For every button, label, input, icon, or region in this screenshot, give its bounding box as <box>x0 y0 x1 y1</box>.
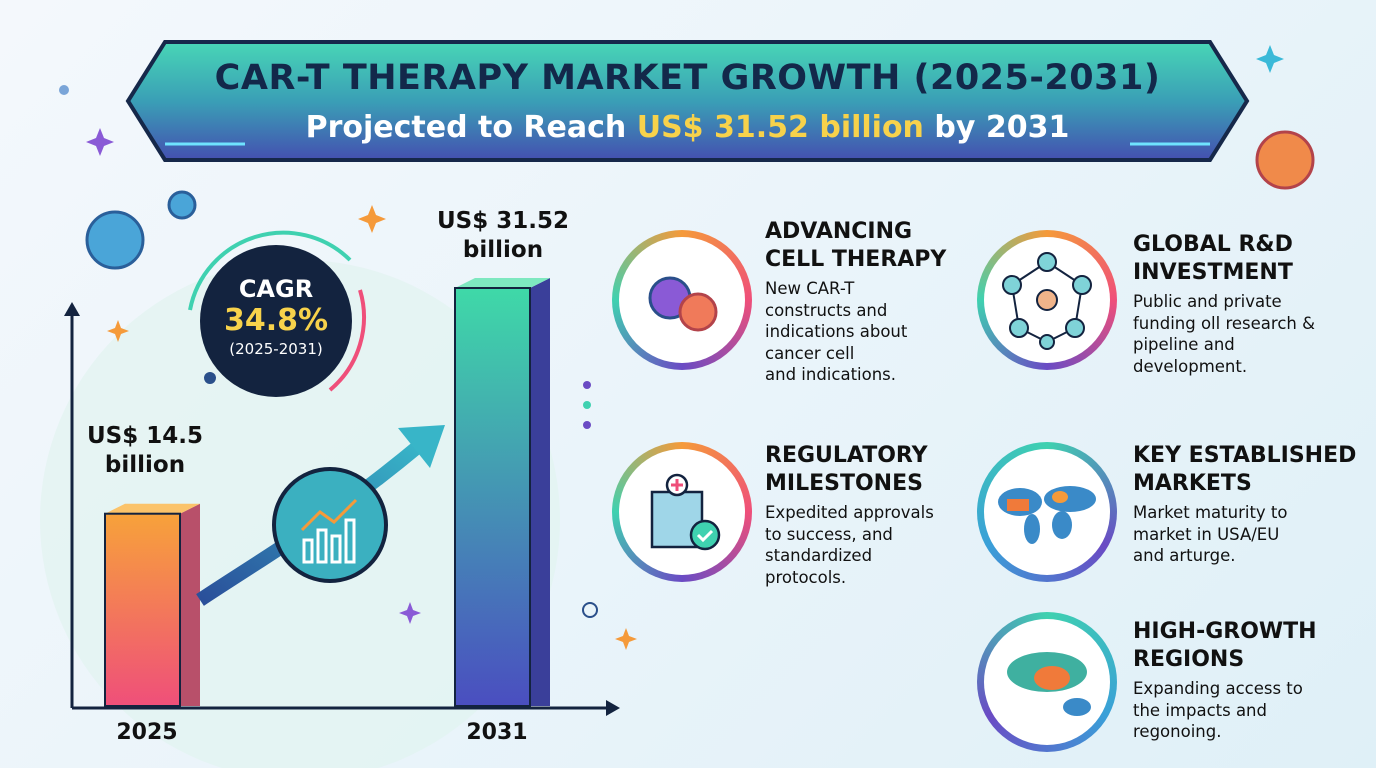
world-map-icon <box>977 442 1117 582</box>
research-network-icon <box>977 230 1117 370</box>
growth-chart-icon <box>272 467 388 583</box>
body-line: New CAR-T <box>765 279 855 298</box>
feature-body: New CAR-T constructs and indications about… <box>765 278 1005 386</box>
page-subtitle: Projected to Reach US$ 31.52 billion by … <box>125 110 1250 145</box>
feature-title: REGULATORY MILESTONES <box>765 442 1005 498</box>
cagr-badge: CAGR 34.8% (2025-2031) <box>200 245 352 397</box>
x-tick-2025: 2025 <box>116 720 178 745</box>
feature-body: Public and private funding oll research &… <box>1133 291 1373 377</box>
body-line: Expedited approvals <box>765 503 934 522</box>
body-line: Expanding access to <box>1133 679 1303 698</box>
growth-arrow-head <box>398 425 445 468</box>
bar-2031 <box>454 287 531 707</box>
cagr-value: 34.8% <box>223 303 329 338</box>
title-line: MARKETS <box>1133 471 1252 496</box>
feature-global-rnd-investment: GLOBAL R&D INVESTMENT Public and private fu… <box>1133 231 1373 377</box>
trend-chart-icon <box>300 498 358 564</box>
bar-2025 <box>104 512 181 708</box>
cagr-label: CAGR <box>238 275 314 303</box>
feature-body: Market maturity to market in USA/EU and ar… <box>1133 502 1373 567</box>
y-axis-arrow <box>64 302 80 316</box>
body-line: Market maturity to <box>1133 503 1288 522</box>
subtitle-prefix: Projected to Reach <box>305 110 627 145</box>
subtitle-highlight: US$ 31.52 billion <box>636 110 924 145</box>
feature-title: KEY ESTABLISHED MARKETS <box>1133 442 1373 498</box>
title-line: CELL THERAPY <box>765 247 947 272</box>
bar-label-unit: billion <box>462 237 544 263</box>
title-line: MILESTONES <box>765 471 923 496</box>
feature-body: Expanding access to the impacts and regono… <box>1133 678 1373 743</box>
feature-key-established-markets: KEY ESTABLISHED MARKETS Market maturity to… <box>1133 442 1373 567</box>
feature-title: GLOBAL R&D INVESTMENT <box>1133 231 1373 287</box>
body-line: cancer cell <box>765 343 855 363</box>
asia-map-icon <box>977 612 1117 752</box>
body-line: protocols. <box>765 567 847 587</box>
bar-label-unit: billion <box>104 452 186 478</box>
title-line: HIGH-GROWTH <box>1133 619 1317 644</box>
bar-label-2025: US$ 14.5 billion <box>65 422 225 480</box>
bar-label-2031: US$ 31.52 billion <box>423 207 583 265</box>
feature-body: Expedited approvals to success, and standa… <box>765 502 1005 588</box>
feature-title: ADVANCING CELL THERAPY <box>765 218 1005 274</box>
bar-top-2025 <box>105 503 200 514</box>
body-line: and arturge. <box>1133 546 1236 565</box>
body-line: pipeline and <box>1133 335 1235 354</box>
body-line: the impacts and <box>1133 700 1267 720</box>
title-line: REGULATORY <box>765 443 928 468</box>
bar-side-2031 <box>530 278 550 706</box>
title-line: ADVANCING <box>765 219 913 244</box>
body-line: constructs and <box>765 300 888 320</box>
body-line: development. <box>1133 356 1248 376</box>
subtitle-suffix: by 2031 <box>934 110 1070 145</box>
cagr-period: (2025-2031) <box>229 340 323 358</box>
bar-label-value: US$ 31.52 <box>436 208 569 234</box>
virus-cells-icon <box>612 230 752 370</box>
body-line: funding oll research & <box>1133 313 1315 333</box>
feature-title: HIGH-GROWTH REGIONS <box>1133 618 1373 674</box>
x-axis-arrow <box>606 700 620 716</box>
body-line: and indications. <box>765 365 897 384</box>
title-line: KEY ESTABLISHED <box>1133 443 1357 468</box>
page-title: CAR-T THERAPY MARKET GROWTH (2025-2031) <box>214 58 1161 98</box>
title-banner <box>125 40 1250 162</box>
x-tick-2031: 2031 <box>466 720 528 745</box>
feature-regulatory-milestones: REGULATORY MILESTONES Expedited approvals t… <box>765 442 1005 588</box>
body-line: indications about <box>765 322 908 341</box>
title-line: REGIONS <box>1133 647 1245 672</box>
body-line: standardized <box>765 546 873 565</box>
feature-advancing-cell-therapy: ADVANCING CELL THERAPY New CAR-T constructs… <box>765 218 1005 386</box>
bar-side-2025 <box>180 503 200 706</box>
title-line: INVESTMENT <box>1133 260 1293 285</box>
hospital-check-icon <box>612 442 752 582</box>
body-line: to success, and <box>765 524 893 544</box>
title-line: GLOBAL R&D <box>1133 232 1293 257</box>
bar-label-value: US$ 14.5 <box>87 423 203 449</box>
feature-high-growth-regions: HIGH-GROWTH REGIONS Expanding access to the… <box>1133 618 1373 743</box>
body-line: Public and private <box>1133 292 1282 311</box>
bar-top-2031 <box>455 278 550 288</box>
body-line: regonoing. <box>1133 722 1222 741</box>
body-line: market in USA/EU <box>1133 524 1280 544</box>
